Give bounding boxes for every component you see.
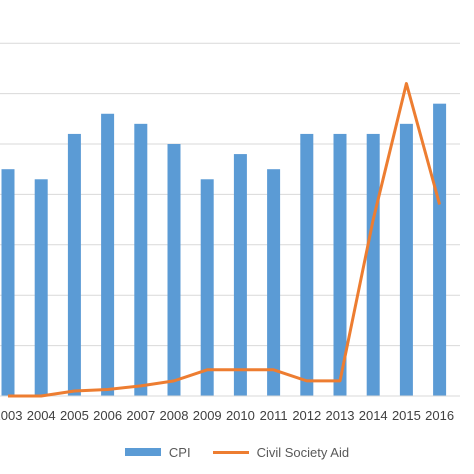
bar-cpi-2006 (101, 113, 115, 396)
x-tick-label-2008: 2008 (160, 408, 189, 423)
bar-cpi-2004 (34, 179, 48, 396)
x-tick-label-2003: 2003 (0, 408, 22, 423)
legend-label-civil-society-aid: Civil Society Aid (256, 444, 350, 460)
x-tick-label-2014: 2014 (359, 408, 388, 423)
x-tick-label-2007: 2007 (126, 408, 155, 423)
legend-swatch-cpi (124, 448, 161, 456)
legend-item-cpi: CPI (124, 444, 191, 460)
bar-cpi-2013 (333, 133, 347, 397)
x-tick-label-2015: 2015 (392, 408, 421, 423)
civil-society-aid-series (7, 82, 442, 398)
bar-cpi-2012 (300, 133, 314, 397)
bar-cpi-2014 (366, 133, 380, 397)
x-axis-tick-labels: 2003 2004 2005 2006 2007 2008 2009 2010 2011 2012… (0, 408, 454, 423)
x-tick-label-2011: 2011 (260, 408, 288, 423)
legend-item-civil-society-aid: Civil Society Aid (212, 444, 350, 460)
x-tick-label-2009: 2009 (193, 408, 222, 423)
cpi-bars (1, 103, 447, 397)
legend-label-cpi: CPI (168, 444, 191, 460)
x-tick-label-2006: 2006 (93, 408, 122, 423)
bar-cpi-2005 (67, 133, 81, 397)
bar-cpi-2007 (134, 123, 148, 396)
x-tick-label-2016: 2016 (425, 408, 454, 423)
bar-cpi-2009 (200, 179, 214, 396)
x-tick-label-2013: 2013 (326, 408, 355, 423)
bar-cpi-2003 (1, 169, 15, 396)
x-tick-label-2012: 2012 (292, 408, 321, 423)
x-tick-label-2004: 2004 (27, 408, 56, 423)
bar-cpi-2015 (399, 123, 413, 396)
legend: CPI Civil Society Aid (0, 440, 474, 464)
bar-cpi-2010 (233, 154, 247, 396)
bar-cpi-2011 (267, 169, 281, 396)
x-tick-label-2010: 2010 (226, 408, 255, 423)
legend-swatch-civil-society-aid (212, 450, 249, 454)
bar-cpi-2016 (433, 103, 447, 397)
line-civil-society-aid (8, 82, 442, 398)
bar-cpi-2008 (167, 144, 181, 396)
x-tick-label-2005: 2005 (60, 408, 89, 423)
